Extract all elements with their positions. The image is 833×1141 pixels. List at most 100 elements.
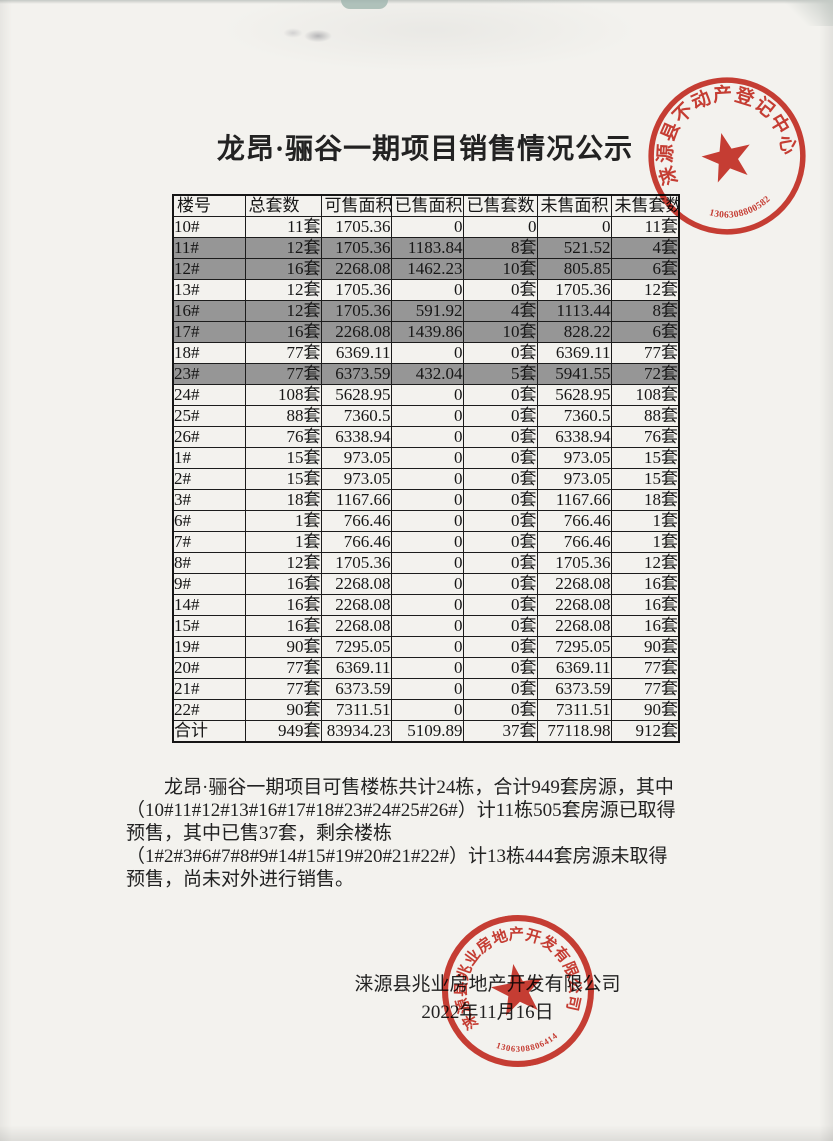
cell-sold-units: 0套: [462, 447, 538, 469]
table-row: 17# 16套 2268.08 1439.86 10套 828.22 6套: [172, 321, 680, 343]
cell-sold-units: 10套: [462, 258, 538, 280]
stamp-ring: [442, 915, 594, 1067]
cell-total-units: 16套: [244, 615, 322, 637]
cell-sold-units: 0套: [462, 552, 538, 574]
cell-sold-units: 0套: [462, 426, 538, 448]
table-row: 2# 15套 973.05 0 0套 973.05 15套: [172, 468, 680, 490]
cell-sellable-area: 6338.94: [320, 426, 392, 448]
cell-building: 3#: [172, 489, 246, 511]
cell-total-units: 16套: [244, 594, 322, 616]
cell-sold-units: 0套: [462, 615, 538, 637]
cell-sellable-area: 7311.51: [320, 699, 392, 721]
cell-building: 24#: [172, 384, 246, 406]
cell-unsold-units: 1套: [610, 531, 680, 553]
cell-sellable-area: 83934.23: [320, 720, 392, 743]
cell-total-units: 108套: [244, 384, 322, 406]
cell-sellable-area: 5628.95: [320, 384, 392, 406]
cell-sellable-area: 766.46: [320, 531, 392, 553]
cell-total-units: 16套: [244, 321, 322, 343]
star-icon: [701, 133, 750, 183]
cell-building: 23#: [172, 363, 246, 385]
cell-sold-area: 432.04: [390, 363, 464, 385]
cell-building: 26#: [172, 426, 246, 448]
cell-total-units: 76套: [244, 426, 322, 448]
table-row: 10# 11套 1705.36 0 0 0 11套: [172, 216, 680, 238]
summary-line: 预售，尚未对外进行销售。: [126, 869, 355, 890]
scan-artifact-corner: [785, 0, 833, 26]
cell-building: 15#: [172, 615, 246, 637]
cell-sold-units: 0套: [462, 657, 538, 679]
cell-sold-units: 0套: [462, 405, 538, 427]
cell-building: 19#: [172, 636, 246, 658]
cell-building: 8#: [172, 552, 246, 574]
table-row: 7# 1套 766.46 0 0套 766.46 1套: [172, 531, 680, 553]
cell-building: 6#: [172, 510, 246, 532]
cell-building: 9#: [172, 573, 246, 595]
cell-sold-units: 5套: [462, 363, 538, 385]
company-stamp-graphic: 涞源县兆业房地产开发有限公司 1306308806414: [441, 915, 594, 1067]
cell-total-units: 11套: [244, 216, 322, 238]
cell-sellable-area: 1167.66: [320, 489, 392, 511]
cell-unsold-area: 6369.11: [536, 657, 612, 679]
stamp-ring: [648, 77, 806, 235]
cell-unsold-area: 1705.36: [536, 552, 612, 574]
header-cell: 可售面积: [320, 194, 392, 217]
cell-unsold-units: 76套: [610, 426, 680, 448]
cell-building: 16#: [172, 300, 246, 322]
cell-building: 20#: [172, 657, 246, 679]
cell-sold-area: 591.92: [390, 300, 464, 322]
cell-unsold-units: 15套: [610, 447, 680, 469]
cell-total-units: 12套: [244, 552, 322, 574]
table-row: 9# 16套 2268.08 0 0套 2268.08 16套: [172, 573, 680, 595]
cell-unsold-area: 1167.66: [536, 489, 612, 511]
cell-sellable-area: 973.05: [320, 447, 392, 469]
cell-sold-units: 0套: [462, 678, 538, 700]
cell-sellable-area: 1705.36: [320, 279, 392, 301]
cell-sold-units: 0套: [462, 384, 538, 406]
table-row: 15# 16套 2268.08 0 0套 2268.08 16套: [172, 615, 680, 637]
cell-unsold-area: 5628.95: [536, 384, 612, 406]
table-row: 12# 16套 2268.08 1462.23 10套 805.85 6套: [172, 258, 680, 280]
cell-sold-units: 37套: [462, 720, 538, 743]
cell-building: 1#: [172, 447, 246, 469]
cell-sold-area: 0: [390, 426, 464, 448]
cell-total-units: 77套: [244, 363, 322, 385]
cell-building: 22#: [172, 699, 246, 721]
cell-unsold-area: 6369.11: [536, 342, 612, 364]
cell-total-units: 18套: [244, 489, 322, 511]
cell-sellable-area: 1705.36: [320, 300, 392, 322]
cell-sold-units: 0套: [462, 468, 538, 490]
cell-unsold-area: 7360.5: [536, 405, 612, 427]
cell-sold-area: 0: [390, 552, 464, 574]
cell-unsold-units: 88套: [610, 405, 680, 427]
cell-unsold-units: 6套: [610, 258, 680, 280]
header-cell: 总套数: [244, 194, 322, 217]
cell-total-units: 15套: [244, 468, 322, 490]
table-row: 20# 77套 6369.11 0 0套 6369.11 77套: [172, 657, 680, 679]
cell-sellable-area: 766.46: [320, 510, 392, 532]
cell-unsold-units: 12套: [610, 552, 680, 574]
header-cell: 未售面积: [536, 194, 612, 217]
cell-sold-units: 0套: [462, 510, 538, 532]
cell-sold-units: 10套: [462, 321, 538, 343]
cell-sold-units: 4套: [462, 300, 538, 322]
cell-sold-area: 1439.86: [390, 321, 464, 343]
table-row: 23# 77套 6373.59 432.04 5套 5941.55 72套: [172, 363, 680, 385]
cell-sellable-area: 2268.08: [320, 573, 392, 595]
table-row: 22# 90套 7311.51 0 0套 7311.51 90套: [172, 699, 680, 721]
cell-sellable-area: 7360.5: [320, 405, 392, 427]
cell-unsold-area: 973.05: [536, 468, 612, 490]
cell-sold-area: 1462.23: [390, 258, 464, 280]
cell-total-units: 90套: [244, 636, 322, 658]
cell-unsold-area: 7295.05: [536, 636, 612, 658]
cell-sold-area: 0: [390, 405, 464, 427]
cell-unsold-units: 77套: [610, 342, 680, 364]
header-cell: 已售面积: [390, 194, 464, 217]
cell-sold-area: 0: [390, 510, 464, 532]
cell-sellable-area: 1705.36: [320, 552, 392, 574]
cell-sold-units: 0套: [462, 636, 538, 658]
cell-building: 18#: [172, 342, 246, 364]
company-name: 涞源县兆业房地产开发有限公司: [354, 974, 621, 995]
cell-sellable-area: 973.05: [320, 468, 392, 490]
cell-unsold-units: 77套: [610, 678, 680, 700]
